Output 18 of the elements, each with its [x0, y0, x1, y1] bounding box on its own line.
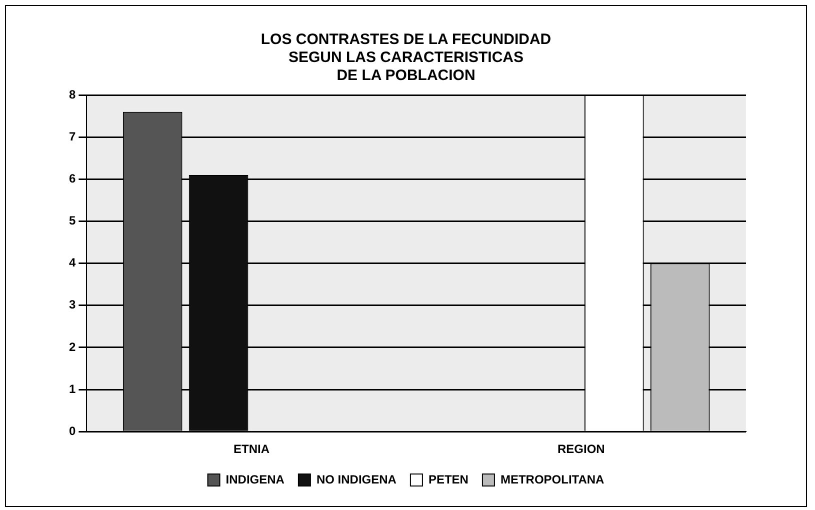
text: SEGUN LAS CARACTERISTICAS [288, 49, 524, 66]
y-tick-label: 8 [68, 87, 76, 102]
x-tick-label: REGION [557, 442, 605, 456]
y-tick-label: 0 [68, 424, 76, 438]
y-tick-label: 3 [68, 298, 76, 312]
y-tick-label: 6 [68, 171, 76, 186]
legend-label: NO INDIGENA [316, 472, 397, 486]
y-tick-label: 1 [68, 382, 76, 396]
legend-label: PETEN [428, 472, 468, 486]
y-tick-label: 2 [68, 340, 76, 354]
text: DE LA POBLACION [336, 67, 476, 84]
y-tick-label: 4 [68, 256, 76, 270]
text: LOS CONTRASTES DE LA FECUNDIDAD [260, 31, 552, 48]
y-tick-label: 5 [68, 214, 76, 228]
y-tick-label: 7 [68, 129, 76, 144]
x-tick-label: ETNIA [234, 442, 270, 456]
legend-label: METROPOLITANA [500, 472, 605, 486]
legend-label: INDIGENA [226, 472, 285, 486]
